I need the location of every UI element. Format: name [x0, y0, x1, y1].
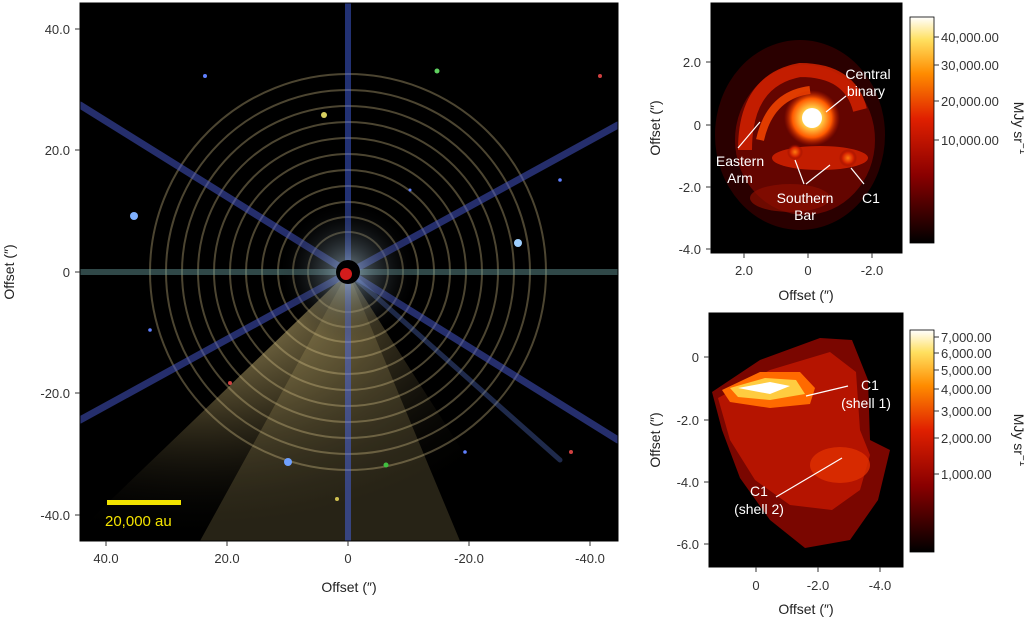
annotation-c1-shell2-2: (shell 2): [734, 501, 784, 517]
panel-a-nebula: [80, 3, 618, 541]
panel-b-x-label: Offset (″): [778, 287, 833, 303]
panel-a-x-tick: 40.0: [93, 551, 118, 566]
panel-b-y-tick: -4.0: [679, 242, 701, 257]
panel-b-y-tick: -2.0: [679, 180, 701, 195]
panel-a-y-label: Offset (″): [1, 244, 17, 299]
panel-c-x-tick: 0: [752, 578, 759, 593]
panel-b-x-tick: 2.0: [735, 263, 753, 278]
panel-a-x-tick: 20.0: [214, 551, 239, 566]
panel-a-y-tick: 20.0: [45, 143, 70, 158]
scale-bar-label: 20,000 au: [105, 513, 172, 530]
annotation-eastern-arm-1: Eastern: [716, 153, 764, 169]
panel-b-y-tick: 2.0: [683, 55, 701, 70]
panel-c-colorbar-tick: 5,000.00: [941, 363, 992, 378]
annotation-southern-bar-1: Southern: [777, 190, 834, 206]
panel-b-y-tick: 0: [694, 118, 701, 133]
panel-a-x-axis: 40.0 20.0 0 -20.0 -40.0 Offset (″): [93, 541, 605, 595]
panel-c-colorbar-tick: 2,000.00: [941, 431, 992, 446]
panel-c-y-tick: -4.0: [677, 475, 699, 490]
panel-b: Central binary Eastern Arm Southern Bar …: [647, 2, 1024, 303]
annotation-c1-shell1-2: (shell 1): [841, 395, 891, 411]
panel-c-colorbar-tick: 7,000.00: [941, 330, 992, 345]
annotation-central-binary-1: Central: [845, 66, 890, 82]
panel-c-colorbar-tick: 3,000.00: [941, 404, 992, 419]
panel-a-y-tick: 40.0: [45, 22, 70, 37]
panel-b-colorbar-tick: 10,000.00: [941, 133, 999, 148]
panel-b-colorbar-tick: 40,000.00: [941, 30, 999, 45]
panel-a-y-tick: -40.0: [40, 508, 70, 523]
annotation-c1-shell2-1: C1: [750, 483, 768, 499]
panel-c-colorbar-tick: 6,000.00: [941, 346, 992, 361]
panel-c-x-tick: -4.0: [869, 578, 891, 593]
panel-b-x-axis: 2.0 0 -2.0 Offset (″): [735, 253, 883, 303]
panel-b-emission: [715, 40, 885, 230]
panel-c-y-axis: 0 -2.0 -4.0 -6.0 Offset (″): [647, 350, 709, 552]
annotation-c1: C1: [862, 190, 880, 206]
panel-b-y-axis: 2.0 0 -2.0 -4.0 Offset (″): [647, 55, 711, 257]
panel-c: C1 (shell 1) C1 (shell 2) 0 -2.0 -4.0 Of…: [647, 312, 1024, 617]
panel-b-colorbar-tick: 30,000.00: [941, 58, 999, 73]
annotation-eastern-arm-2: Arm: [727, 170, 753, 186]
panel-b-colorbar-label: MJy sr−1: [1011, 102, 1024, 155]
panel-c-emission: [712, 338, 890, 548]
scale-bar: [107, 500, 181, 505]
panel-a-y-tick: 0: [63, 265, 70, 280]
panel-b-colorbar: 40,000.00 30,000.00 20,000.00 10,000.00 …: [909, 16, 1024, 244]
annotation-southern-bar-2: Bar: [794, 207, 816, 223]
annotation-c1-shell1-1: C1: [861, 377, 879, 393]
panel-c-colorbar: 7,000.00 6,000.00 5,000.00 4,000.00 3,00…: [909, 329, 1024, 553]
panel-a: 20,000 au 40.0 20.0 0 -20.0 -40.0 Offset…: [1, 2, 619, 595]
panel-a-x-tick: 0: [344, 551, 351, 566]
panel-c-x-tick: -2.0: [807, 578, 829, 593]
panel-c-y-label: Offset (″): [647, 412, 663, 467]
panel-a-x-tick: -20.0: [454, 551, 484, 566]
panel-a-y-tick: -20.0: [40, 386, 70, 401]
panel-b-colorbar-tick: 20,000.00: [941, 94, 999, 109]
panel-b-y-label: Offset (″): [647, 100, 663, 155]
panel-c-x-axis: 0 -2.0 -4.0 Offset (″): [752, 567, 891, 617]
panel-c-y-tick: 0: [692, 350, 699, 365]
panel-a-x-tick: -40.0: [575, 551, 605, 566]
panel-c-annotations: C1 (shell 1) C1 (shell 2): [734, 377, 891, 517]
panel-b-x-tick: -2.0: [861, 263, 883, 278]
panel-c-x-label: Offset (″): [778, 601, 833, 617]
panel-c-y-tick: -6.0: [677, 537, 699, 552]
panel-a-x-label: Offset (″): [321, 579, 376, 595]
panel-c-colorbar-tick: 4,000.00: [941, 382, 992, 397]
annotation-central-binary-2: binary: [847, 83, 885, 99]
panel-c-y-tick: -2.0: [677, 413, 699, 428]
panel-b-x-tick: 0: [804, 263, 811, 278]
panel-c-colorbar-label: MJy sr−1: [1011, 414, 1024, 467]
panel-c-colorbar-tick: 1,000.00: [941, 467, 992, 482]
panel-b-annotations: Central binary Eastern Arm Southern Bar …: [716, 66, 891, 223]
panel-a-y-axis: 40.0 20.0 0 -20.0 -40.0 Offset (″): [1, 22, 80, 523]
